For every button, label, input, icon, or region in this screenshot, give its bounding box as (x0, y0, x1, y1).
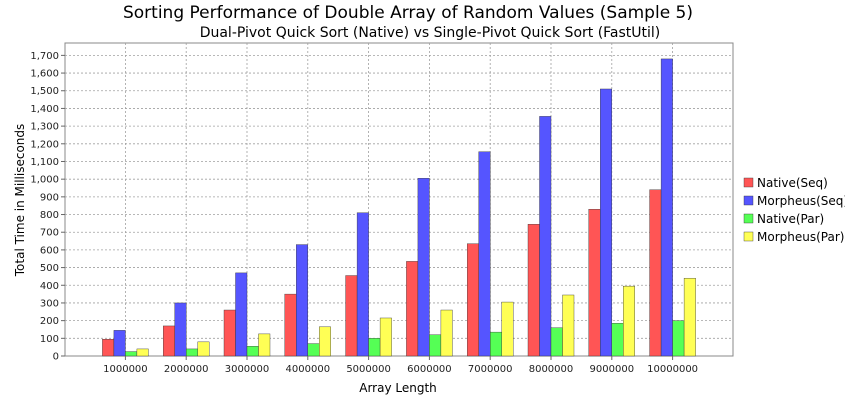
x-axis-ticks: 1000000 2000000 3000000 4000000 5000000 60000… (103, 356, 698, 375)
y-tick-label: 100 (40, 334, 59, 345)
bar-morpheus-seq-8000000 (539, 116, 552, 357)
y-tick-label: 1,600 (30, 69, 59, 80)
bar-native-seq-2000000 (162, 325, 175, 357)
legend: Native(Seq) Morpheus(Seq) Native(Par) Morph… (743, 176, 845, 244)
bar-morpheus-seq-3000000 (235, 272, 248, 357)
y-tick-label: 1,000 (30, 175, 59, 186)
x-tick-label: 2000000 (164, 364, 209, 375)
x-tick-label: 4000000 (286, 364, 331, 375)
bar-morpheus-par-4000000 (319, 326, 331, 357)
bar-morpheus-par-7000000 (501, 301, 514, 357)
y-tick-label: 200 (40, 316, 59, 327)
bar-morpheus-par-10000000 (683, 277, 696, 357)
bar-morpheus-seq-2000000 (174, 302, 187, 357)
legend-label: Morpheus(Seq) (757, 194, 845, 208)
chart-subtitle: Dual-Pivot Quick Sort (Native) vs Single… (200, 25, 661, 41)
bar-morpheus-par-2000000 (197, 341, 210, 357)
bar-native-par-8000000 (550, 327, 563, 357)
x-tick-label: 9000000 (590, 364, 635, 375)
bar-native-seq-4000000 (284, 293, 297, 357)
y-tick-label: 1,200 (30, 139, 59, 150)
bars (102, 58, 696, 357)
y-tick-label: 800 (40, 210, 59, 221)
bar-morpheus-par-1000000 (136, 348, 149, 357)
y-tick-label: 1,300 (30, 122, 59, 133)
bar-morpheus-par-5000000 (379, 317, 392, 357)
legend-label: Native(Par) (757, 212, 824, 226)
x-tick-label: 10000000 (647, 364, 698, 375)
y-tick-label: 400 (40, 281, 59, 292)
bar-native-seq-8000000 (527, 224, 540, 357)
legend-label: Native(Seq) (757, 176, 828, 190)
bar-morpheus-par-8000000 (562, 294, 575, 357)
x-tick-label: 8000000 (529, 364, 574, 375)
bar-native-par-2000000 (185, 348, 198, 357)
bar-native-par-3000000 (246, 346, 259, 357)
bar-morpheus-par-9000000 (623, 285, 635, 357)
y-tick-label: 700 (40, 228, 59, 239)
bar-native-par-6000000 (429, 334, 442, 357)
bar-native-par-1000000 (125, 351, 138, 357)
bar-morpheus-seq-7000000 (478, 151, 491, 357)
legend-swatch (743, 231, 754, 242)
bar-native-par-9000000 (611, 323, 624, 357)
bar-native-seq-6000000 (406, 261, 419, 357)
y-tick-label: 300 (40, 298, 59, 309)
legend-swatch (743, 195, 754, 206)
legend-swatch (743, 177, 754, 188)
bar-native-seq-10000000 (649, 189, 662, 357)
bar-morpheus-seq-5000000 (356, 212, 369, 357)
bar-native-par-4000000 (307, 343, 320, 357)
bar-native-seq-7000000 (467, 243, 479, 357)
y-tick-label: 1,700 (30, 51, 59, 62)
x-tick-label: 6000000 (407, 364, 452, 375)
bar-native-seq-9000000 (588, 209, 601, 357)
y-tick-label: 0 (53, 352, 59, 363)
bar-morpheus-seq-4000000 (296, 244, 308, 357)
y-tick-label: 1,400 (30, 104, 59, 115)
x-axis-label: Array Length (359, 381, 437, 395)
bar-native-par-5000000 (368, 338, 381, 357)
x-tick-label: 5000000 (346, 364, 391, 375)
bar-morpheus-seq-1000000 (113, 330, 126, 357)
y-tick-label: 900 (40, 192, 59, 203)
bar-morpheus-seq-6000000 (417, 178, 430, 357)
y-tick-label: 1,100 (30, 157, 59, 168)
legend-label: Morpheus(Par) (757, 230, 844, 244)
bar-morpheus-par-3000000 (258, 333, 271, 357)
bar-native-seq-5000000 (345, 275, 358, 357)
y-tick-label: 600 (40, 245, 59, 256)
y-tick-label: 1,500 (30, 86, 59, 97)
x-tick-label: 1000000 (103, 364, 148, 375)
bar-native-par-7000000 (490, 331, 502, 357)
bar-native-seq-1000000 (102, 339, 115, 357)
bar-native-seq-3000000 (223, 309, 236, 357)
y-axis-ticks: 0 100 200 300 400 500 600 700 800 900 1,000 1,100 1,… (30, 51, 65, 363)
chart-title: Sorting Performance of Double Array of R… (123, 3, 693, 23)
bar-morpheus-seq-10000000 (660, 58, 673, 357)
bar-morpheus-par-6000000 (440, 309, 453, 357)
x-tick-label: 3000000 (225, 364, 270, 375)
y-axis-label: Total Time in Milliseconds (13, 124, 27, 278)
y-tick-label: 500 (40, 263, 59, 274)
x-tick-label: 7000000 (468, 364, 513, 375)
bar-native-par-10000000 (672, 320, 685, 357)
bar-morpheus-seq-9000000 (600, 88, 612, 357)
legend-swatch (743, 213, 754, 224)
